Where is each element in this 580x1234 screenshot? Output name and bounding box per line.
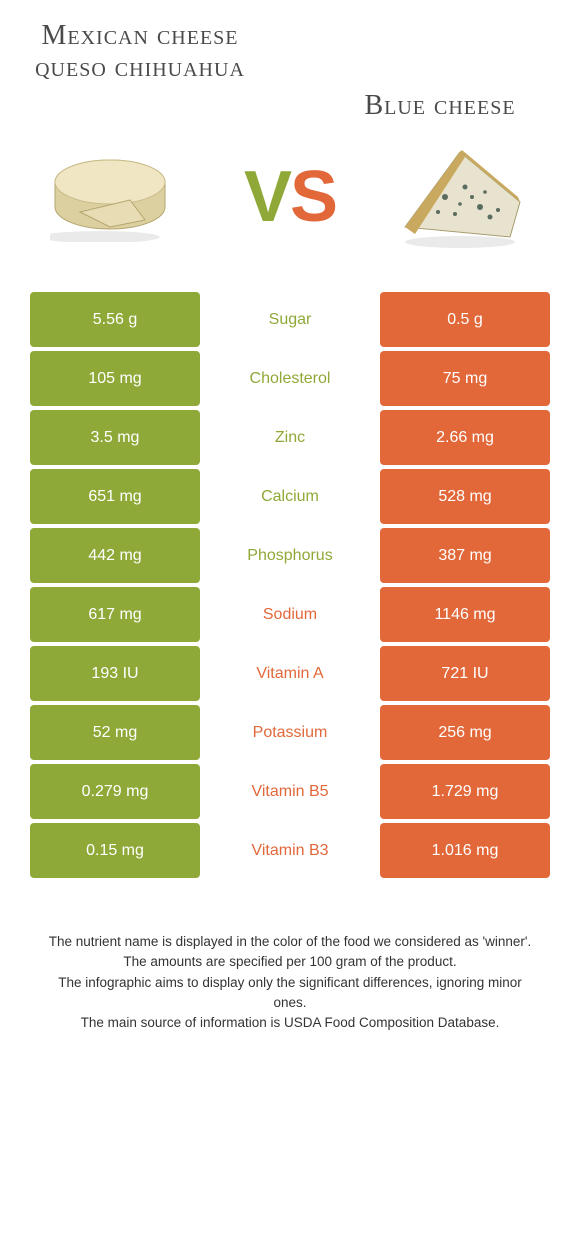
left-value-cell: 0.15 mg <box>30 823 200 878</box>
table-row: 0.15 mgVitamin B31.016 mg <box>30 823 550 878</box>
footer-line: The nutrient name is displayed in the co… <box>40 932 540 952</box>
nutrient-label: Vitamin B5 <box>200 764 380 819</box>
vs-label: VS <box>244 156 336 238</box>
nutrient-label: Phosphorus <box>200 528 380 583</box>
nutrient-label: Calcium <box>200 469 380 524</box>
table-row: 3.5 mgZinc2.66 mg <box>30 410 550 465</box>
table-row: 105 mgCholesterol75 mg <box>30 351 550 406</box>
left-value-cell: 0.279 mg <box>30 764 200 819</box>
nutrient-label: Sugar <box>200 292 380 347</box>
right-value-cell: 721 IU <box>380 646 550 701</box>
footer-notes: The nutrient name is displayed in the co… <box>0 882 580 1033</box>
table-row: 5.56 gSugar0.5 g <box>30 292 550 347</box>
right-value-cell: 75 mg <box>380 351 550 406</box>
left-value-cell: 3.5 mg <box>30 410 200 465</box>
table-row: 442 mgPhosphorus387 mg <box>30 528 550 583</box>
nutrient-label: Zinc <box>200 410 380 465</box>
right-food-image <box>380 132 540 262</box>
queso-chihuahua-icon <box>50 152 180 242</box>
left-food-title: Mexican cheese queso chihuahua <box>30 20 250 84</box>
right-value-cell: 1.729 mg <box>380 764 550 819</box>
nutrient-table: 5.56 gSugar0.5 g105 mgCholesterol75 mg3.… <box>0 292 580 878</box>
table-row: 0.279 mgVitamin B51.729 mg <box>30 764 550 819</box>
left-value-cell: 651 mg <box>30 469 200 524</box>
right-value-cell: 256 mg <box>380 705 550 760</box>
left-food-image <box>40 132 200 262</box>
right-food-title: Blue cheese <box>330 20 550 122</box>
right-value-cell: 0.5 g <box>380 292 550 347</box>
footer-line: The amounts are specified per 100 gram o… <box>40 952 540 972</box>
right-value-cell: 2.66 mg <box>380 410 550 465</box>
vs-v: V <box>244 157 290 237</box>
table-row: 193 IUVitamin A721 IU <box>30 646 550 701</box>
vs-s: S <box>290 157 336 237</box>
right-value-cell: 387 mg <box>380 528 550 583</box>
nutrient-label: Vitamin B3 <box>200 823 380 878</box>
vs-row: VS <box>0 122 580 292</box>
left-value-cell: 52 mg <box>30 705 200 760</box>
left-value-cell: 193 IU <box>30 646 200 701</box>
blue-cheese-icon <box>390 142 530 252</box>
left-value-cell: 105 mg <box>30 351 200 406</box>
right-value-cell: 1146 mg <box>380 587 550 642</box>
table-row: 52 mgPotassium256 mg <box>30 705 550 760</box>
left-value-cell: 5.56 g <box>30 292 200 347</box>
left-value-cell: 442 mg <box>30 528 200 583</box>
right-value-cell: 1.016 mg <box>380 823 550 878</box>
nutrient-label: Vitamin A <box>200 646 380 701</box>
nutrient-label: Cholesterol <box>200 351 380 406</box>
footer-line: The main source of information is USDA F… <box>40 1013 540 1033</box>
left-value-cell: 617 mg <box>30 587 200 642</box>
table-row: 617 mgSodium1146 mg <box>30 587 550 642</box>
header: Mexican cheese queso chihuahua Blue chee… <box>0 0 580 122</box>
nutrient-label: Potassium <box>200 705 380 760</box>
nutrient-label: Sodium <box>200 587 380 642</box>
footer-line: The infographic aims to display only the… <box>40 973 540 1014</box>
table-row: 651 mgCalcium528 mg <box>30 469 550 524</box>
right-value-cell: 528 mg <box>380 469 550 524</box>
